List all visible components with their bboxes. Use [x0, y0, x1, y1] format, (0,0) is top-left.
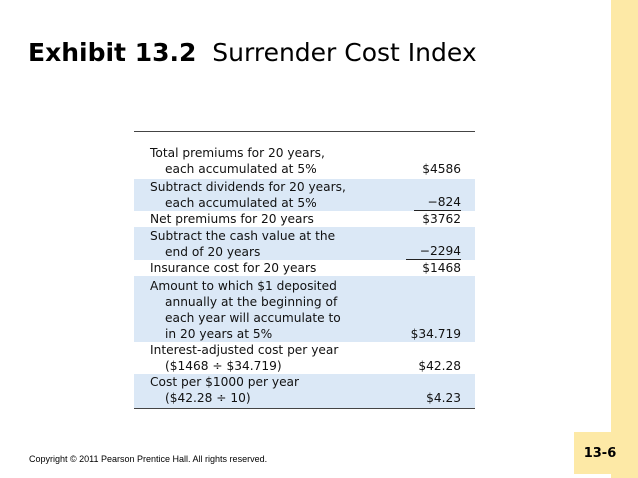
table-row: Amount to which $1 deposited annually at… — [134, 276, 475, 342]
row-label-continued: annually at the beginning of — [165, 295, 338, 309]
row-label: Total premiums for 20 years, — [150, 146, 325, 160]
row-value: $34.719 — [410, 327, 461, 341]
page-number-badge: 13-6 — [574, 432, 626, 474]
table-row: Cost per $1000 per year ($42.28 ÷ 10) $4… — [134, 374, 475, 408]
row-label: Amount to which $1 deposited — [150, 279, 337, 293]
row-value: $3762 — [422, 212, 461, 226]
row-description: Interest-adjusted cost per year ($1468 ÷… — [150, 342, 338, 374]
row-value: $4586 — [422, 162, 461, 176]
row-label-continued: end of 20 years — [165, 245, 261, 259]
row-description: Subtract the cash value at the end of 20… — [150, 228, 335, 260]
row-description: Subtract dividends for 20 years, each ac… — [150, 179, 346, 211]
row-label: Net premiums for 20 years — [150, 212, 314, 226]
table-row: Subtract dividends for 20 years, each ac… — [134, 179, 475, 211]
row-label-continued: each year will accumulate to — [165, 311, 341, 325]
table-row: Interest-adjusted cost per year ($1468 ÷… — [134, 342, 475, 374]
row-label-continued: each accumulated at 5% — [165, 162, 317, 176]
slide-title: Exhibit 13.2 Surrender Cost Index — [28, 38, 477, 67]
row-description: Net premiums for 20 years — [150, 211, 314, 227]
exhibit-name: Surrender Cost Index — [212, 38, 477, 67]
row-description: Amount to which $1 deposited annually at… — [150, 278, 341, 342]
row-label: Cost per $1000 per year — [150, 375, 300, 389]
row-value: −2294 — [405, 243, 461, 260]
exhibit-number: Exhibit 13.2 — [28, 38, 197, 67]
row-description: Total premiums for 20 years, each accumu… — [150, 145, 325, 177]
table-row: Total premiums for 20 years, each accumu… — [134, 132, 475, 179]
row-description: Cost per $1000 per year ($42.28 ÷ 10) — [150, 374, 299, 406]
row-label-continued: ($42.28 ÷ 10) — [165, 391, 251, 405]
row-label-continued: each accumulated at 5% — [165, 196, 317, 210]
page-number: 13-6 — [583, 445, 617, 461]
row-label-continued: in 20 years at 5% — [165, 327, 273, 341]
side-accent-bar — [611, 0, 638, 478]
table-row: Insurance cost for 20 years $1468 — [134, 260, 475, 276]
row-value: −824 — [413, 194, 461, 211]
table-row: Net premiums for 20 years $3762 — [134, 211, 475, 227]
row-label: Subtract dividends for 20 years, — [150, 180, 346, 194]
row-label-continued: ($1468 ÷ $34.719) — [165, 359, 282, 373]
row-label: Subtract the cash value at the — [150, 229, 336, 243]
surrender-cost-table: Total premiums for 20 years, each accumu… — [134, 131, 475, 409]
table-row: Subtract the cash value at the end of 20… — [134, 227, 475, 260]
row-description: Insurance cost for 20 years — [150, 260, 316, 276]
row-value: $4.23 — [426, 391, 461, 405]
row-value: $42.28 — [418, 359, 461, 373]
row-label: Interest-adjusted cost per year — [150, 343, 339, 357]
copyright-notice: Copyright © 2011 Pearson Prentice Hall. … — [29, 454, 268, 464]
row-value: $1468 — [422, 261, 461, 275]
row-label: Insurance cost for 20 years — [150, 261, 317, 275]
